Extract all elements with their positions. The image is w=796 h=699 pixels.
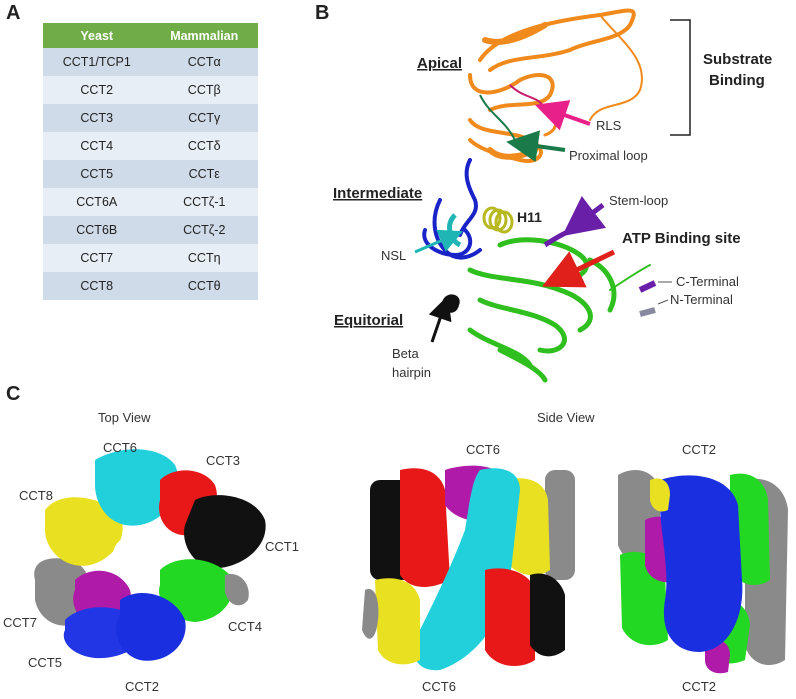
yeast-cell: CCT1/TCP1 [43, 48, 151, 76]
top-cct4-label: CCT4 [228, 619, 262, 634]
table-row: CCT7 CCTη [43, 244, 258, 272]
top-cct1-subunit [184, 495, 266, 569]
table-row: CCT4 CCTδ [43, 132, 258, 160]
top-cct5-label: CCT5 [28, 655, 62, 670]
nsl-label: NSL [381, 248, 406, 263]
side2-yellow [650, 478, 670, 512]
table-header-row: Yeast Mammalian [43, 23, 258, 48]
side-view-2-complex [618, 470, 788, 674]
side-view-1-complex [362, 465, 575, 671]
mammalian-cell: CCTδ [150, 132, 258, 160]
atp-binding-arrow [541, 249, 616, 288]
side1-gray-lower-left [362, 589, 379, 639]
table-row: CCT6B CCTζ-2 [43, 216, 258, 244]
top-cct4-subunit [159, 559, 233, 622]
top-cct8-subunit [45, 497, 123, 566]
top-view-title: Top View [98, 410, 151, 425]
h11-label: H11 [517, 209, 542, 225]
substrate-binding-bracket [670, 19, 691, 136]
side1-top-cct6-label: CCT6 [466, 442, 500, 457]
c-terminal-label: C-Terminal [676, 274, 739, 289]
binding-label: Binding [709, 72, 765, 89]
c-terminal-strand [638, 280, 657, 293]
apical-label: Apical [417, 55, 462, 72]
apical-domain-ribbon [468, 8, 643, 163]
top-view-complex [34, 449, 266, 661]
yeast-column-header: Yeast [43, 23, 151, 48]
stem-loop-ribbon [543, 222, 586, 248]
cct-nomenclature-table: Yeast Mammalian CCT1/TCP1 CCTα CCT2 CCTβ C… [43, 23, 258, 300]
mammalian-cell: CCTζ-2 [150, 216, 258, 244]
atp-binding-site-label: ATP Binding site [622, 230, 741, 247]
yeast-cell: CCT7 [43, 244, 151, 272]
table-row: CCT1/TCP1 CCTα [43, 48, 258, 76]
side2-bottom-cct2-label: CCT2 [682, 679, 716, 694]
side2-cct2-blue [660, 475, 743, 652]
top-cct2-subunit [116, 592, 186, 661]
rls-arrow [534, 100, 591, 131]
yeast-cell: CCT3 [43, 104, 151, 132]
n-terminal-leader [657, 299, 669, 305]
top-cct6-label: CCT6 [103, 440, 137, 455]
side1-red-upper [400, 468, 450, 587]
panel-b-letter: B [315, 2, 330, 24]
side1-red-lower [485, 568, 535, 666]
top-edge-gray-subunit [225, 574, 249, 606]
yeast-cell: CCT8 [43, 272, 151, 300]
side1-gray-column [545, 470, 575, 580]
side1-yellow-lower [375, 578, 420, 665]
beta-hairpin-ribbon [441, 294, 460, 313]
intermediate-label: Intermediate [333, 185, 422, 202]
mammalian-cell: CCTθ [150, 272, 258, 300]
mammalian-cell: CCTα [150, 48, 258, 76]
proximal-loop-label: Proximal loop [569, 148, 648, 163]
panel-c-letter: C [6, 383, 21, 405]
table-row: CCT8 CCTθ [43, 272, 258, 300]
mammalian-cell: CCTζ-1 [150, 188, 258, 216]
top-central-cavity [113, 535, 157, 575]
n-terminal-strand [639, 307, 656, 317]
table-row: CCT5 CCTε [43, 160, 258, 188]
proximal-loop-arrow [506, 130, 566, 163]
top-cct2-label: CCT2 [125, 679, 159, 694]
yeast-cell: CCT4 [43, 132, 151, 160]
mammalian-cell: CCTγ [150, 104, 258, 132]
side-view-title: Side View [537, 410, 595, 425]
equatorial-domain-ribbon [467, 237, 651, 383]
yeast-cell: CCT6B [43, 216, 151, 244]
mammalian-cell: CCTβ [150, 76, 258, 104]
mammalian-cell: CCTη [150, 244, 258, 272]
nsl-arrow [414, 229, 464, 254]
table-row: CCT6A CCTζ-1 [43, 188, 258, 216]
top-cct7-label: CCT7 [3, 615, 37, 630]
side1-black-lower [530, 573, 565, 657]
stem-loop-label: Stem-loop [609, 193, 668, 208]
nsl-helix [447, 213, 462, 248]
side1-bottom-cct6-label: CCT6 [422, 679, 456, 694]
rls-label: RLS [596, 118, 622, 133]
side2-top-cct2-label: CCT2 [682, 442, 716, 457]
h11-helix [482, 206, 514, 234]
mammalian-cell: CCTε [150, 160, 258, 188]
top-cct1-label: CCT1 [265, 539, 299, 554]
table-row: CCT3 CCTγ [43, 104, 258, 132]
hairpin-label: hairpin [392, 365, 431, 380]
top-cct8-label: CCT8 [19, 488, 53, 503]
n-terminal-label: N-Terminal [670, 292, 733, 307]
yeast-cell: CCT6A [43, 188, 151, 216]
yeast-cell: CCT5 [43, 160, 151, 188]
beta-hairpin-arrow [428, 295, 452, 343]
substrate-label: Substrate [703, 51, 772, 68]
mammalian-column-header: Mammalian [150, 23, 258, 48]
top-cct3-label: CCT3 [206, 453, 240, 468]
table-row: CCT2 CCTβ [43, 76, 258, 104]
stem-loop-arrow [562, 195, 607, 237]
panel-a-letter: A [6, 2, 21, 24]
beta-label: Beta [392, 346, 420, 361]
equitorial-label: Equitorial [334, 312, 403, 329]
top-cct6-subunit [95, 449, 179, 526]
yeast-cell: CCT2 [43, 76, 151, 104]
